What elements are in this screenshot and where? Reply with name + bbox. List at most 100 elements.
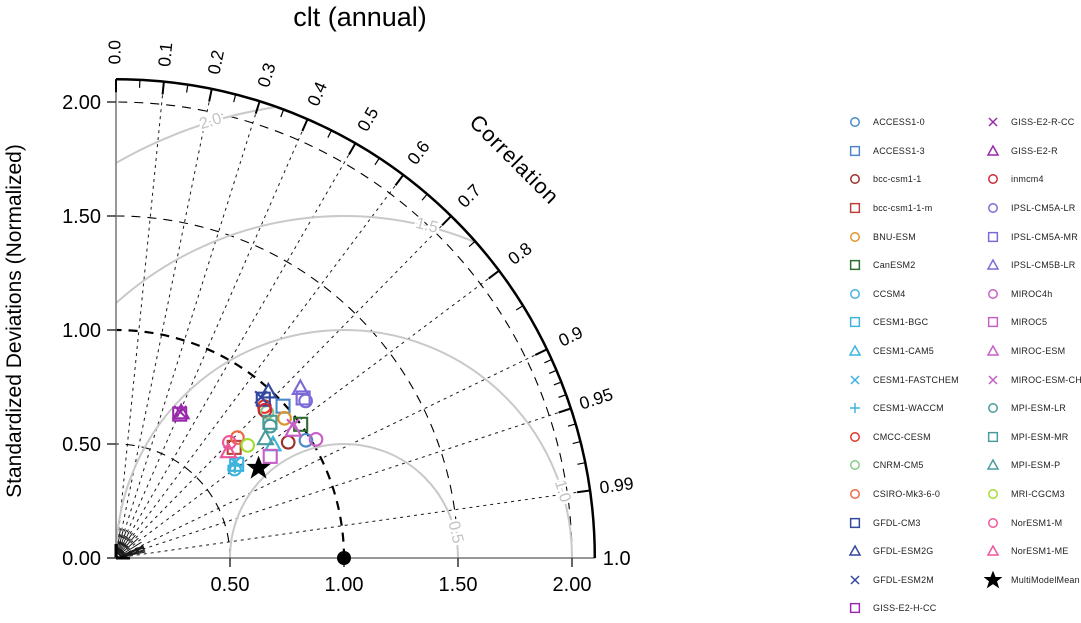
marker-bcc-csm1-1	[282, 436, 295, 449]
legend-item-bcc-csm1-1-m: bcc-csm1-1-m	[846, 194, 959, 223]
legend-label: bcc-csm1-1-m	[873, 203, 932, 213]
correlation-tick-label: 0.4	[303, 78, 331, 109]
legend-label: GFDL-CM3	[873, 518, 921, 528]
legend-label: bcc-csm1-1	[873, 174, 922, 184]
correlation-tick-label: 0.95	[577, 384, 616, 414]
legend-label: GFDL-ESM2G	[873, 546, 934, 556]
legend-label: NorESM1-ME	[1011, 546, 1069, 556]
legend-item-CNRM-CM5: CNRM-CM5	[846, 451, 959, 480]
std-tick-label: 1.50	[62, 206, 101, 228]
legend-item-GISS-E2-R: GISS-E2-R	[984, 137, 1081, 166]
legend-label: GISS-E2-H-CC	[873, 603, 936, 613]
rms-circle-label: 0.5	[445, 520, 467, 546]
legend-label: MPI-ESM-MR	[1011, 432, 1069, 442]
legend-item-CSIRO-Mk3-6-0: CSIRO-Mk3-6-0	[846, 480, 959, 509]
legend-marker-triangle-icon	[984, 456, 1002, 474]
legend-label: CESM1-FASTCHEM	[873, 375, 959, 385]
legend-marker-circle-icon	[984, 485, 1002, 503]
legend-label: MIROC-ESM-CHEM	[1011, 375, 1081, 385]
std-tick-label: 0.00	[62, 548, 101, 570]
legend-marker-circle-icon	[984, 199, 1002, 217]
legend-item-GFDL-CM3: GFDL-CM3	[846, 508, 959, 537]
legend-item-MPI-ESM-P: MPI-ESM-P	[984, 451, 1081, 480]
legend-item-MultiModelMean: MultiModelMean	[984, 566, 1081, 595]
legend-item-MIROC4h: MIROC4h	[984, 280, 1081, 309]
legend-label: GISS-E2-R-CC	[1011, 117, 1074, 127]
legend-label: MPI-ESM-LR	[1011, 403, 1066, 413]
legend-item-CESM1-CAM5: CESM1-CAM5	[846, 337, 959, 366]
legend-item-ACCESS1-0: ACCESS1-0	[846, 108, 959, 137]
legend-marker-triangle-icon	[984, 542, 1002, 560]
legend-marker-x-icon	[846, 371, 864, 389]
legend-item-IPSL-CM5A-MR: IPSL-CM5A-MR	[984, 222, 1081, 251]
legend-marker-circle-icon	[984, 514, 1002, 532]
legend-item-GFDL-ESM2G: GFDL-ESM2G	[846, 537, 959, 566]
legend-marker-square-icon	[984, 428, 1002, 446]
legend-marker-x-icon	[984, 371, 1002, 389]
legend-label: inmcm4	[1011, 174, 1044, 184]
legend-label: CESM1-WACCM	[873, 403, 944, 413]
correlation-tick-label: 0.7	[453, 180, 484, 211]
legend-label: CMCC-CESM	[873, 432, 931, 442]
std-tick-label: 2.00	[62, 92, 101, 114]
x-tick-label: 1.50	[439, 574, 478, 596]
legend-label: ACCESS1-0	[873, 117, 925, 127]
x-tick-label: 2.00	[553, 574, 592, 596]
legend-label: CanESM2	[873, 260, 915, 270]
legend-item-GFDL-ESM2M: GFDL-ESM2M	[846, 566, 959, 595]
legend-marker-circle-icon	[846, 113, 864, 131]
legend-marker-triangle-icon	[984, 142, 1002, 160]
legend-item-CESM1-BGC: CESM1-BGC	[846, 308, 959, 337]
legend-marker-square-icon	[846, 599, 864, 617]
legend-marker-circle-icon	[846, 170, 864, 188]
rms-circle-label: 1.0	[551, 478, 574, 504]
legend-label: MRI-CGCM3	[1011, 489, 1065, 499]
legend-label: BNU-ESM	[873, 232, 916, 242]
legend-marker-circle-icon	[984, 170, 1002, 188]
legend-marker-x-icon	[984, 113, 1002, 131]
x-tick-label: 1.00	[325, 574, 364, 596]
legend-item-CanESM2: CanESM2	[846, 251, 959, 280]
marker-MIROC5	[264, 450, 277, 463]
legend-label: CSIRO-Mk3-6-0	[873, 489, 940, 499]
legend-label: MultiModelMean	[1011, 575, 1080, 585]
marker-MRI-CGCM3	[241, 439, 254, 452]
legend-marker-circle-icon	[846, 456, 864, 474]
correlation-tick-label: 0.5	[353, 104, 382, 135]
legend-marker-square-icon	[846, 514, 864, 532]
legend-marker-triangle-icon	[984, 342, 1002, 360]
legend-marker-plus-icon	[846, 399, 864, 417]
std-tick-label: 0.50	[62, 434, 101, 456]
legend-label: CNRM-CM5	[873, 460, 924, 470]
legend-label: IPSL-CM5A-LR	[1011, 203, 1075, 213]
legend-item-CESM1-FASTCHEM: CESM1-FASTCHEM	[846, 365, 959, 394]
legend-item-MIROC5: MIROC5	[984, 308, 1081, 337]
legend-label: IPSL-CM5A-MR	[1011, 232, 1078, 242]
legend-item-MPI-ESM-LR: MPI-ESM-LR	[984, 394, 1081, 423]
legend-marker-star-icon	[984, 571, 1002, 589]
legend-item-MPI-ESM-MR: MPI-ESM-MR	[984, 423, 1081, 452]
legend-label: IPSL-CM5B-LR	[1011, 260, 1075, 270]
std-tick-label: 1.00	[62, 320, 101, 342]
legend-marker-triangle-icon	[846, 542, 864, 560]
legend-item-NorESM1-ME: NorESM1-ME	[984, 537, 1081, 566]
legend-marker-square-icon	[846, 142, 864, 160]
legend-marker-circle-icon	[984, 399, 1002, 417]
legend-marker-x-icon	[846, 571, 864, 589]
legend-label: GISS-E2-R	[1011, 146, 1058, 156]
reference-point	[337, 551, 351, 565]
legend-label: MIROC4h	[1011, 289, 1052, 299]
legend-item-IPSL-CM5A-LR: IPSL-CM5A-LR	[984, 194, 1081, 223]
legend-item-CCSM4: CCSM4	[846, 280, 959, 309]
legend-label: CESM1-CAM5	[873, 346, 934, 356]
legend-label: CESM1-BGC	[873, 317, 928, 327]
marker-ACCESS1-3	[277, 400, 290, 413]
legend-item-CESM1-WACCM: CESM1-WACCM	[846, 394, 959, 423]
correlation-tick-label: 0.1	[154, 41, 176, 67]
legend-item-IPSL-CM5B-LR: IPSL-CM5B-LR	[984, 251, 1081, 280]
rms-circle-label: 1.5	[414, 215, 440, 237]
legend-marker-triangle-icon	[984, 256, 1002, 274]
